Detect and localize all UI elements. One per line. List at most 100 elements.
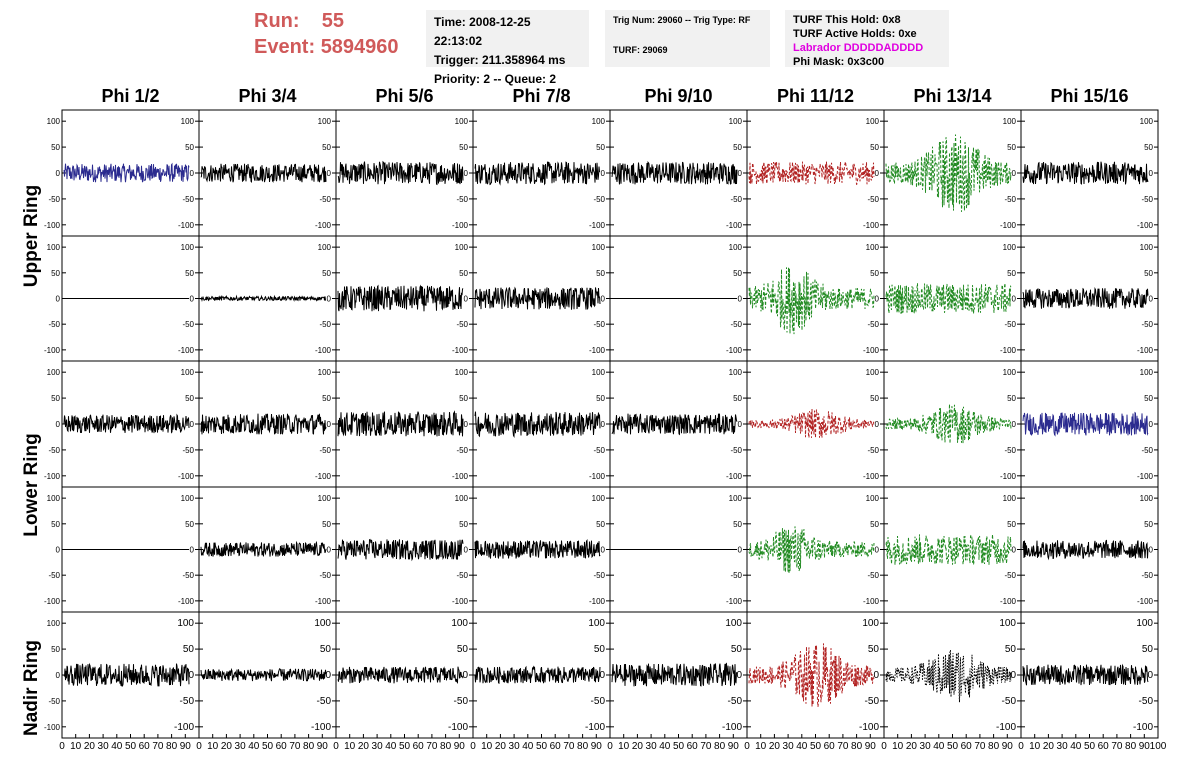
waveform-trace bbox=[1022, 286, 1149, 309]
x-tick-label: 20 bbox=[769, 741, 781, 752]
y-tick-label-right: 50 bbox=[731, 644, 743, 655]
x-tick-label: 50 bbox=[262, 741, 274, 752]
y-tick-label-left: -100 bbox=[44, 597, 61, 606]
y-tick-label-right: 0 bbox=[190, 169, 195, 178]
y-tick-label-right: 100 bbox=[455, 243, 469, 252]
waveform-panel-r1-c6: -100 -50 0 50 100 bbox=[746, 109, 885, 237]
y-tick-label-right: -100 bbox=[863, 346, 880, 355]
x-tick-label: 20 bbox=[906, 741, 918, 752]
y-tick-label-left: 50 bbox=[51, 394, 60, 403]
y-tick-label-right: 100 bbox=[1140, 243, 1154, 252]
y-tick-label-right: 0 bbox=[1012, 546, 1017, 555]
y-tick-label-right: -100 bbox=[315, 346, 332, 355]
y-tick-label-right: -100 bbox=[1137, 346, 1154, 355]
priority-text: Priority: 2 -- Queue: 2 bbox=[434, 72, 557, 86]
y-tick-label-right: 100 bbox=[318, 243, 332, 252]
x-tick-label: 30 bbox=[509, 741, 521, 752]
column-title-1: Phi 1/2 bbox=[101, 86, 160, 106]
x-tick-label: 10 bbox=[481, 741, 493, 752]
y-tick-label-right: 0 bbox=[1149, 420, 1154, 429]
y-tick-label-right: -50 bbox=[1004, 571, 1016, 580]
run-event-header: Run: 55 Event: 5894960 bbox=[254, 8, 424, 68]
y-tick-label-right: -50 bbox=[182, 195, 194, 204]
x-tick-label: 70 bbox=[563, 741, 575, 752]
y-tick-label-right: 50 bbox=[320, 644, 332, 655]
y-tick-label-right: -100 bbox=[178, 346, 195, 355]
x-tick-label: 40 bbox=[385, 741, 397, 752]
column-title-8: Phi 15/16 bbox=[1050, 86, 1129, 106]
y-tick-label-right: -50 bbox=[454, 696, 469, 707]
turf-text: TURF: 29069 bbox=[613, 45, 668, 55]
x-tick-label: 80 bbox=[440, 741, 452, 752]
y-tick-label-right: -100 bbox=[452, 597, 469, 606]
y-tick-label-right: -100 bbox=[859, 722, 879, 733]
y-tick-label-right: 0 bbox=[190, 295, 195, 304]
waveform-panel-r3-c8: -100 -50 0 50 100 bbox=[1020, 360, 1159, 488]
y-tick-label-right: -100 bbox=[315, 221, 332, 230]
x-tick-label: 30 bbox=[920, 741, 932, 752]
y-tick-label-right: 0 bbox=[327, 295, 332, 304]
x-tick-label: 30 bbox=[235, 741, 247, 752]
y-tick-label-right: -50 bbox=[319, 446, 331, 455]
x-tick-label: 40 bbox=[933, 741, 945, 752]
waveform-trace bbox=[748, 408, 875, 438]
y-tick-label-right: -50 bbox=[593, 446, 605, 455]
x-tick-label: 40 bbox=[659, 741, 671, 752]
x-tick-label: 90 bbox=[728, 741, 740, 752]
waveform-trace bbox=[200, 294, 327, 303]
x-tick-label: 80 bbox=[303, 741, 315, 752]
event-row: Event: 5894960 bbox=[254, 34, 424, 60]
column-title-7: Phi 13/14 bbox=[913, 86, 992, 106]
waveform-trace bbox=[63, 413, 190, 434]
y-tick-label-right: 100 bbox=[588, 618, 605, 629]
y-tick-label-right: 100 bbox=[181, 117, 195, 126]
y-tick-label-right: 0 bbox=[1149, 295, 1154, 304]
x-tick-label: 30 bbox=[783, 741, 795, 752]
y-tick-label-right: 0 bbox=[601, 546, 606, 555]
y-tick-label-right: -100 bbox=[722, 722, 742, 733]
y-tick-label-right: -100 bbox=[452, 472, 469, 481]
y-tick-label-left: 50 bbox=[51, 520, 60, 529]
y-tick-label-right: 0 bbox=[464, 420, 469, 429]
waveform-panel-r4-c6: -100 -50 0 50 100 bbox=[746, 486, 885, 613]
waveform-panel-r2-c1: -100 -100 -50 -50 0 0 50 50 100 100 bbox=[44, 235, 200, 362]
waveform-trace bbox=[200, 540, 327, 557]
x-tick-label: 10 bbox=[70, 741, 82, 752]
x-tick-label: 30 bbox=[1057, 741, 1069, 752]
y-tick-label-right: -100 bbox=[315, 472, 332, 481]
trig-num-text: Trig Num: 29060 -- Trig Type: RF bbox=[613, 15, 751, 25]
waveform-panel-r1-c3: -100 -50 0 50 100 bbox=[335, 109, 474, 237]
x-tick-label: 90 bbox=[1139, 741, 1151, 752]
y-tick-label-left: -50 bbox=[48, 446, 60, 455]
waveform-panel-r3-c5: -100 -50 0 50 100 bbox=[609, 360, 748, 488]
x-tick-label: 80 bbox=[166, 741, 178, 752]
waveform-trace bbox=[337, 410, 464, 437]
y-tick-label-right: 100 bbox=[1003, 494, 1017, 503]
y-tick-label-right: -50 bbox=[593, 571, 605, 580]
y-tick-label-right: -50 bbox=[865, 696, 880, 707]
y-tick-label-left: -100 bbox=[44, 221, 61, 230]
waveform-trace bbox=[337, 666, 464, 684]
waveform-trace bbox=[1022, 663, 1149, 686]
y-tick-label-right: 50 bbox=[185, 143, 194, 152]
y-tick-label-right: -50 bbox=[456, 195, 468, 204]
y-tick-label-right: 50 bbox=[733, 520, 742, 529]
y-tick-label-right: -50 bbox=[593, 320, 605, 329]
x-tick-label: 60 bbox=[1098, 741, 1110, 752]
y-tick-label-right: -50 bbox=[1004, 320, 1016, 329]
y-tick-label-right: -100 bbox=[452, 346, 469, 355]
y-tick-label-right: 50 bbox=[1142, 644, 1154, 655]
y-tick-label-right: 0 bbox=[738, 295, 743, 304]
waveform-panel-r5-c6: -100 -50 0 50 100 bbox=[746, 611, 885, 739]
y-tick-label-right: 50 bbox=[1144, 143, 1153, 152]
waveform-panel-r3-c7: -100 -50 0 50 100 bbox=[883, 360, 1022, 488]
y-tick-label-right: -100 bbox=[311, 722, 331, 733]
y-tick-label-right: -100 bbox=[1133, 722, 1153, 733]
waveform-trace bbox=[474, 161, 601, 186]
event-value: 5894960 bbox=[320, 36, 399, 58]
y-tick-label-right: -50 bbox=[867, 195, 879, 204]
waveform-trace bbox=[474, 411, 601, 439]
waveform-panel-r5-c7: -100 -50 0 50 100 bbox=[883, 611, 1022, 739]
waveform-panel-r3-c3: -100 -50 0 50 100 bbox=[335, 360, 474, 488]
